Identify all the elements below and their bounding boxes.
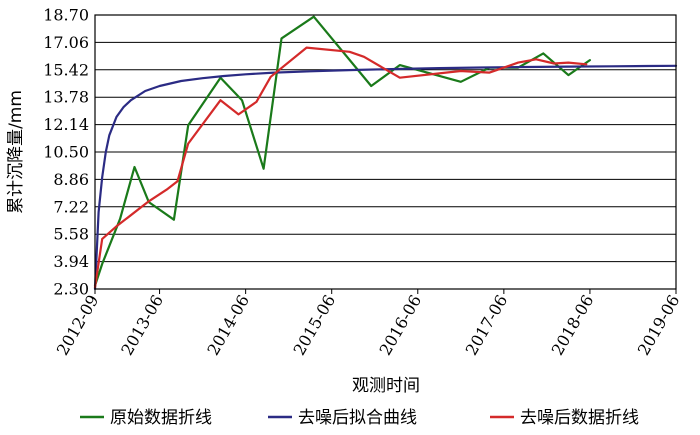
y-tick-label: 2.30: [53, 280, 89, 299]
x-tick-label: 2015-06: [289, 292, 339, 359]
y-tick-label: 10.50: [43, 143, 89, 162]
y-tick-label: 13.78: [43, 88, 89, 107]
legend-label: 原始数据折线: [110, 408, 212, 428]
x-tick-label: 2019-06: [634, 292, 684, 359]
gridlines: [95, 14, 676, 290]
y-tick-label: 12.14: [43, 115, 89, 134]
y-tick-label: 15.42: [43, 60, 89, 79]
x-tick-label: 2012-09: [53, 292, 103, 359]
y-tick-label: 8.86: [53, 170, 89, 189]
y-tick-label: 7.22: [53, 197, 89, 216]
series-line-1: [93, 15, 592, 287]
y-tick-label: 5.58: [53, 225, 89, 244]
series-line-3: [93, 46, 588, 289]
x-axis-tick-labels: 2012-09 2013-06 2014-06 2015-06 2016-06 2017-…: [53, 289, 684, 359]
y-tick-label: 17.06: [43, 33, 89, 52]
plot-frame: [94, 14, 677, 290]
series-lines: [93, 15, 678, 291]
x-tick-label: 2016-06: [376, 292, 426, 359]
x-tick-label: 2013-06: [117, 292, 167, 359]
legend-label: 去噪后数据折线: [520, 408, 639, 428]
y-axis-tick-labels: 2.30 3.94 5.58 7.22 8.86 10.50 12.14 13.78 15.42…: [43, 6, 89, 299]
legend-label: 去噪后拟合曲线: [298, 408, 417, 428]
y-tick-label: 18.70: [43, 6, 89, 25]
x-axis-title: 观测时间: [352, 376, 420, 396]
x-tick-label: 2014-06: [203, 292, 253, 359]
legend: 原始数据折线 去噪后拟合曲线 去噪后数据折线: [80, 408, 639, 428]
series-line-2: [93, 64, 678, 291]
y-tick-label: 3.94: [53, 252, 89, 271]
x-tick-label: 2017-06: [462, 291, 512, 358]
y-axis-title: 累计沉降量/mm: [6, 90, 26, 214]
x-tick-label: 2018-06: [548, 292, 598, 359]
